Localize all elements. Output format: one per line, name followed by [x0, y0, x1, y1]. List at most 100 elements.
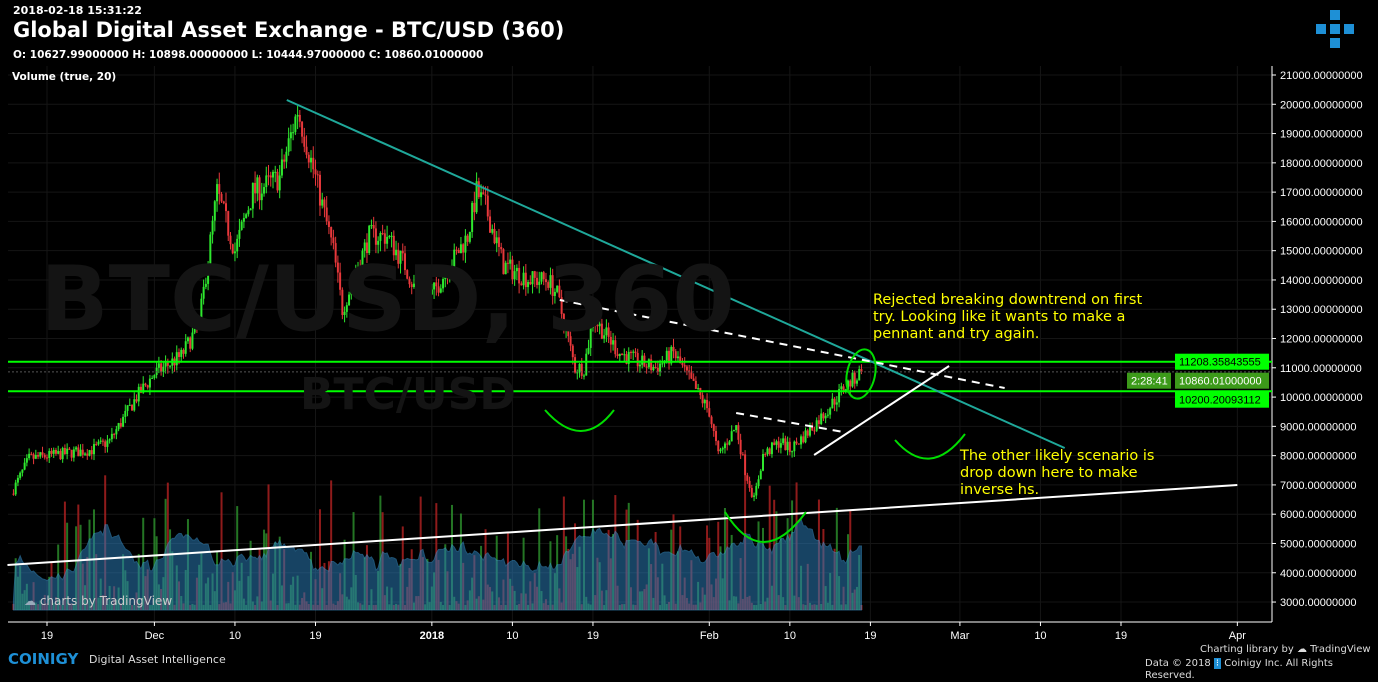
time-tick-label: 19: [864, 630, 876, 642]
candle-body: [762, 454, 764, 471]
candle-body: [497, 237, 500, 247]
candle-body: [712, 424, 715, 432]
candle-body: [851, 372, 854, 387]
candle-body: [220, 193, 223, 202]
candle-body: [591, 323, 594, 328]
candle-body: [269, 175, 272, 178]
candle-body: [227, 211, 230, 236]
candle-body: [833, 398, 836, 405]
right-shoulder-arc: [894, 433, 966, 460]
candle-body: [732, 430, 735, 432]
candle-body: [61, 448, 64, 460]
candle-body: [446, 274, 449, 279]
candle-body: [162, 366, 165, 372]
candle-body: [276, 171, 279, 191]
price-tick-label: 15000.00000000: [1280, 246, 1363, 258]
candle-body: [471, 202, 474, 232]
candle-body: [437, 286, 440, 293]
volume-indicator-label[interactable]: Volume (true, 20): [12, 71, 117, 83]
candle-body: [468, 231, 471, 242]
candle-body: [775, 441, 778, 445]
candle-body: [305, 146, 308, 155]
tradingview-text: TradingView: [1310, 644, 1371, 655]
candle-body: [352, 280, 355, 287]
candle-body: [363, 242, 366, 251]
candle-body: [676, 356, 679, 359]
candle-body: [500, 246, 503, 250]
candle-body: [298, 114, 301, 122]
candle-body: [54, 449, 57, 454]
candle-body: [314, 169, 317, 175]
candle-body: [388, 236, 391, 238]
candle-body: [609, 336, 612, 345]
candle-body: [126, 405, 129, 411]
candle-body: [104, 441, 107, 447]
candle-body: [793, 441, 796, 452]
candle-body: [495, 237, 498, 244]
candle-body: [674, 351, 677, 359]
candle-body: [638, 364, 641, 367]
candle-body: [21, 469, 24, 473]
candle-body: [95, 444, 98, 446]
candle-body: [336, 262, 339, 273]
candle-body: [283, 159, 286, 162]
candle-body: [538, 281, 541, 285]
candle-body: [135, 399, 138, 402]
candle-body: [421, 306, 424, 315]
candle-body: [46, 457, 48, 459]
candle-body: [770, 442, 773, 455]
candle-body: [741, 454, 744, 456]
candle-body: [92, 444, 95, 455]
candle-body: [835, 402, 838, 405]
candle-body: [598, 323, 601, 327]
candle-body: [359, 268, 362, 271]
charting-library-credit[interactable]: Charting library by ☁ TradingView: [1200, 644, 1371, 656]
candle-body: [634, 351, 637, 354]
candle-body: [312, 157, 315, 170]
candle-body: [142, 383, 145, 393]
candle-body: [341, 289, 344, 315]
candle-body: [679, 356, 682, 364]
candle-body: [157, 363, 160, 368]
candle-body: [350, 286, 353, 295]
candle-body: [236, 238, 239, 252]
candle-body: [450, 266, 453, 274]
coinigy-logo-icon[interactable]: [1316, 10, 1360, 54]
candle-body: [824, 415, 827, 419]
candle-body: [527, 282, 530, 288]
candle-body: [710, 416, 713, 425]
candle-body: [755, 486, 758, 496]
candle-body: [81, 449, 84, 455]
candle-body: [493, 228, 496, 244]
candle-body: [182, 349, 185, 354]
dashed-lower-line: [735, 412, 844, 433]
tradingview-badge[interactable]: ☁ charts by TradingView: [24, 594, 172, 608]
candle-body: [178, 352, 181, 357]
candle-body: [811, 426, 814, 431]
price-tick-label: 21000.00000000: [1280, 70, 1363, 82]
candle-body: [115, 429, 118, 435]
candle-body: [453, 249, 456, 267]
candle-body: [417, 291, 420, 298]
candle-body: [439, 288, 442, 293]
candle-body: [260, 193, 263, 201]
candle-body: [70, 449, 73, 458]
price-tick-label: 14000.00000000: [1280, 275, 1363, 287]
candle-body: [37, 454, 40, 457]
candle-body: [477, 181, 480, 198]
candle-body: [325, 207, 328, 222]
candle-body: [748, 480, 751, 488]
candle-body: [397, 249, 400, 264]
time-tick-label: 19: [1115, 630, 1127, 642]
tradingview-logo-icon: ☁: [1296, 644, 1307, 655]
candle-body: [739, 439, 742, 455]
candle-body: [128, 404, 131, 406]
candle-body: [211, 220, 214, 235]
candle-body: [117, 423, 120, 430]
candle-body: [665, 350, 668, 361]
candle-body: [361, 250, 364, 271]
candle-body: [583, 375, 585, 377]
candle-body: [189, 337, 192, 349]
candle-body: [719, 449, 722, 452]
